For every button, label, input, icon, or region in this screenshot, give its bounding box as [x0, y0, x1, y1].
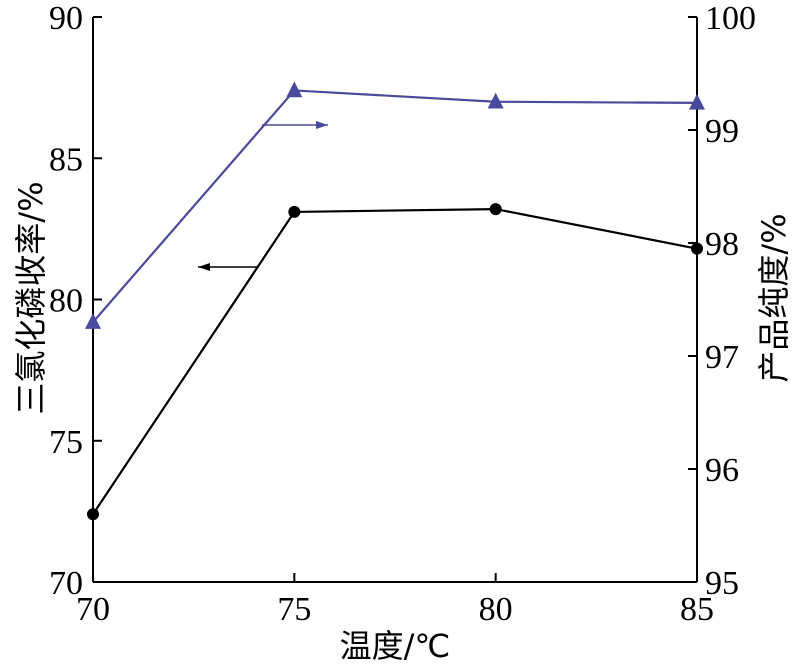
- purity-triangle-point: [689, 93, 705, 110]
- left-y-tick-label: 80: [49, 283, 83, 320]
- purity-triangle-point: [487, 92, 504, 109]
- axis-labels: 温度/℃ 三氯化磷收率/% 产品纯度/%: [12, 181, 793, 665]
- right-y-tick-label: 100: [705, 0, 756, 37]
- yield-series-line: [92, 207, 698, 515]
- right-axis-arrow-head: [316, 121, 328, 129]
- yield-circle-point: [691, 242, 703, 255]
- series: [85, 81, 705, 521]
- purity-triangle-point: [85, 313, 101, 329]
- x-tick-label: 80: [479, 591, 513, 628]
- left-axis-arrow-head: [198, 263, 210, 271]
- right-y-tick-label: 95: [705, 565, 739, 602]
- purity-triangle-point: [286, 81, 303, 98]
- yield-circle-point: [87, 508, 99, 521]
- right-y-tick-label: 99: [705, 113, 739, 150]
- right-y-tick-label: 98: [705, 226, 739, 263]
- ticks: 70 75 80 85 70 75 80 85 90 95 96 97 98 99 100: [49, 0, 756, 628]
- yield-circle-point: [288, 205, 301, 218]
- x-tick-label: 70: [76, 591, 110, 628]
- purity-series-line: [92, 89, 698, 323]
- x-tick-label: 75: [277, 591, 311, 628]
- left-y-tick-label: 90: [49, 0, 83, 37]
- left-y-tick-label: 70: [49, 565, 83, 602]
- left-y-tick-label: 75: [49, 424, 83, 461]
- annotations: [198, 121, 328, 271]
- yield-circle-point: [489, 203, 502, 216]
- x-tick-label: 85: [680, 591, 714, 628]
- right-y-axis-label: 产品纯度/%: [755, 213, 793, 382]
- right-y-tick-label: 96: [705, 452, 739, 489]
- left-y-tick-label: 85: [49, 141, 83, 178]
- left-y-axis-label: 三氯化磷收率/%: [12, 181, 50, 414]
- x-axis-label: 温度/℃: [340, 627, 451, 665]
- right-y-tick-label: 97: [705, 339, 739, 376]
